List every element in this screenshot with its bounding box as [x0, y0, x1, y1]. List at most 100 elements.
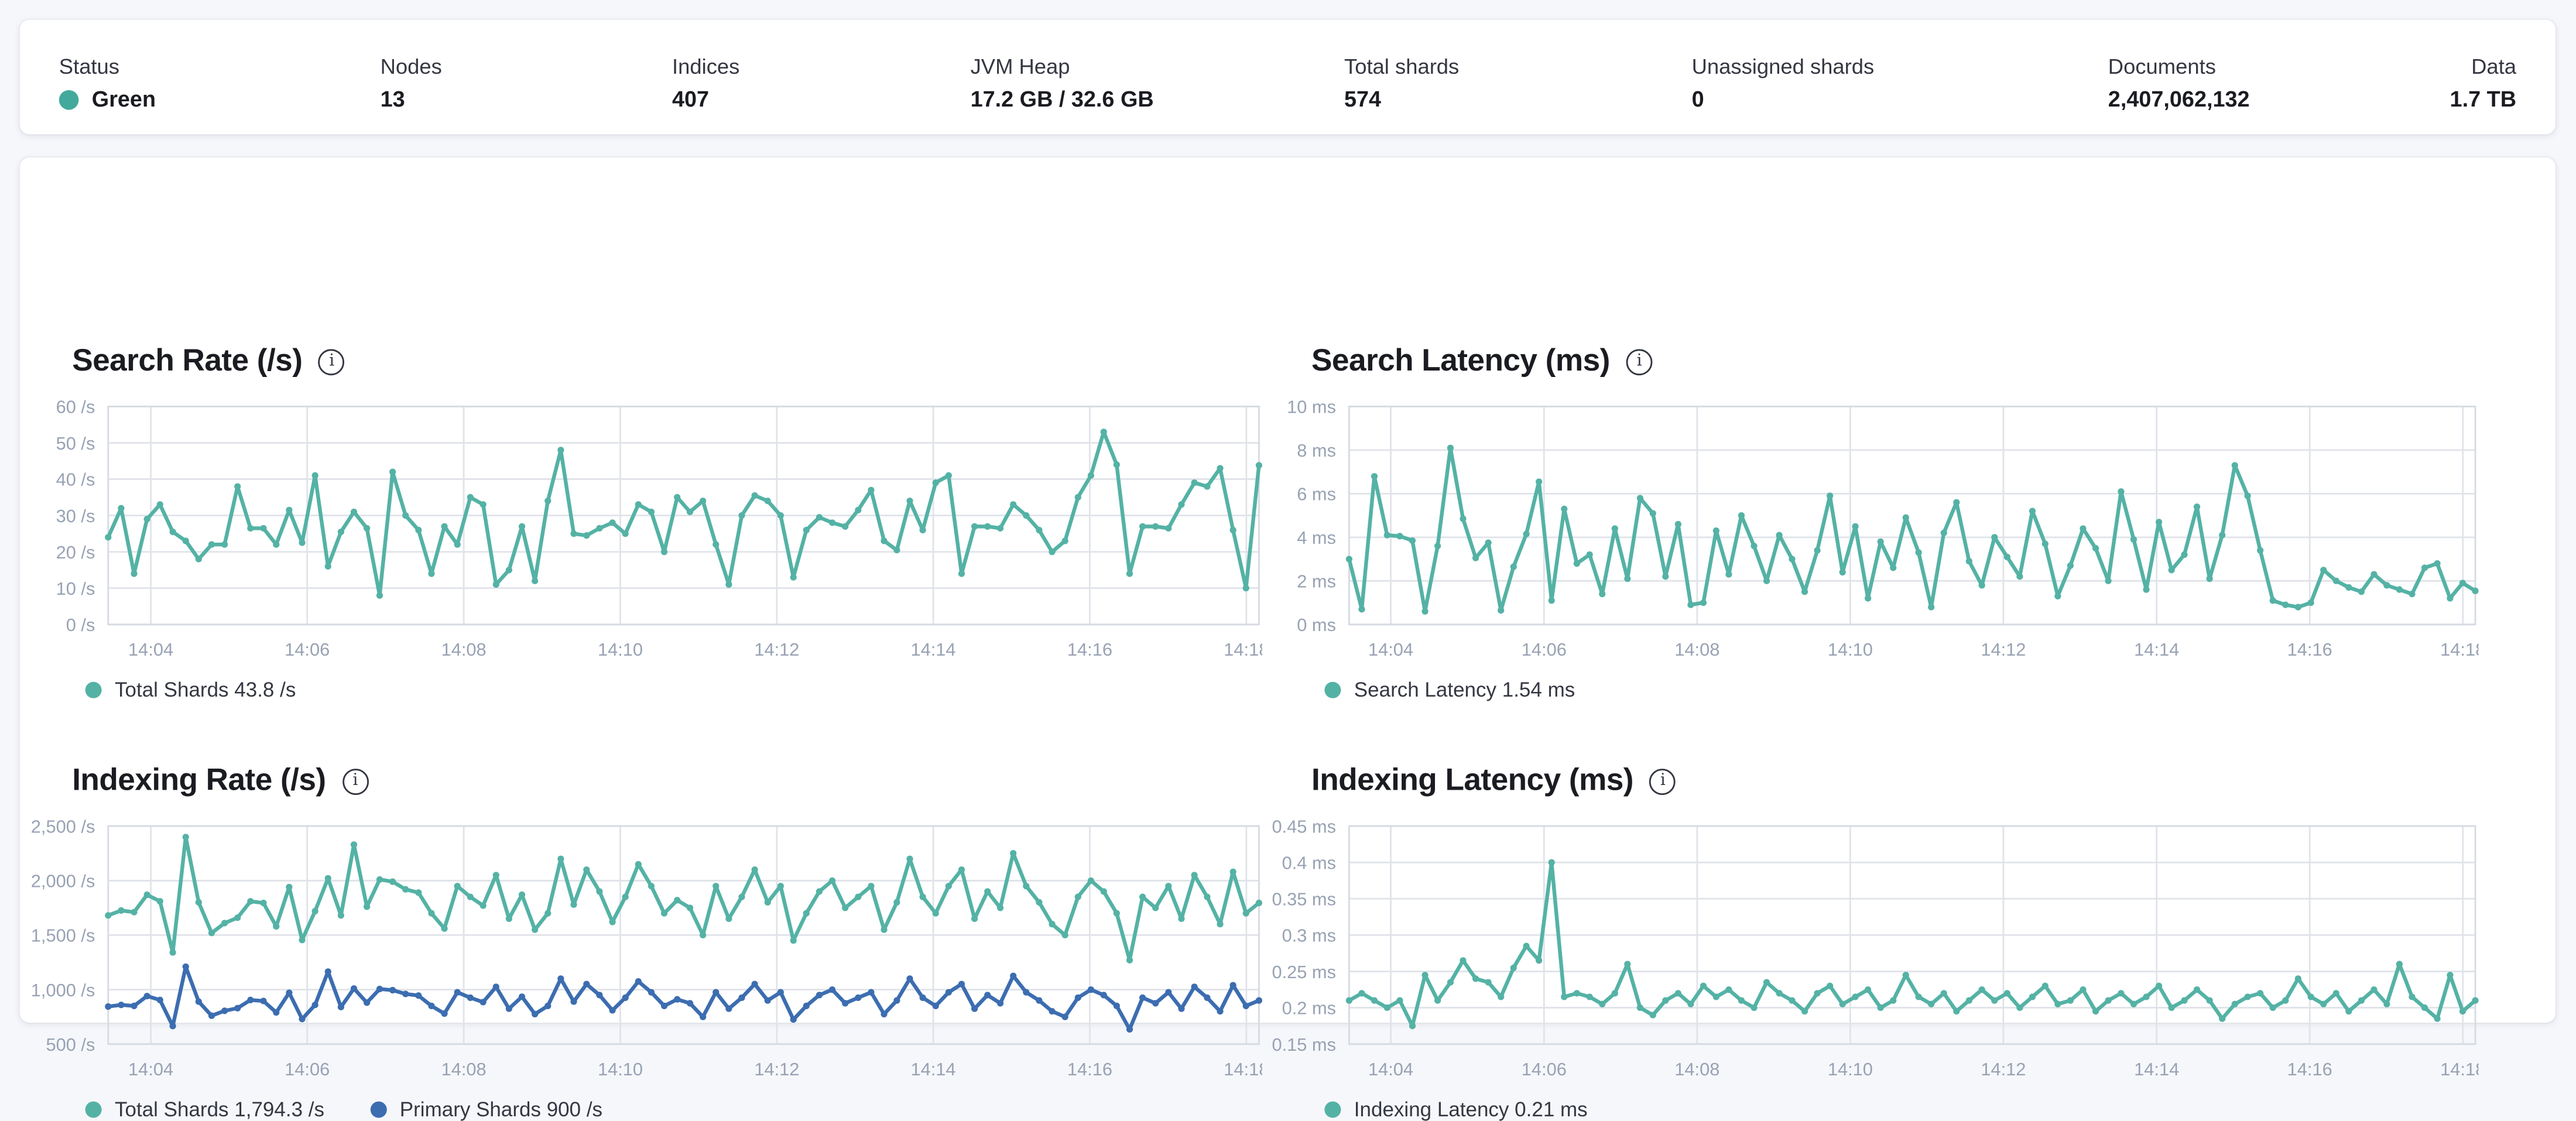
series-marker [1074, 493, 1081, 501]
chart-canvas[interactable]: 60 /s 50 /s 40 /s 30 /s 20 /s 10 /s 0 /s 14:04 1… [23, 397, 1262, 669]
legend-item[interactable]: Total Shards 43.8 /s [85, 678, 296, 701]
series-marker [2434, 1015, 2441, 1022]
series-marker [143, 516, 150, 523]
x-tick-label: 14:04 [128, 639, 173, 660]
series-marker [1548, 597, 1555, 604]
chart-canvas[interactable]: 2,500 /s 2,000 /s 1,500 /s 1,000 /s 500 /s 14… [23, 816, 1262, 1088]
series-marker [842, 1000, 849, 1007]
legend-item[interactable]: Primary Shards 900 /s [370, 1098, 602, 1121]
x-tick-label: 14:18 [2440, 1059, 2478, 1079]
chart-canvas[interactable]: 0.45 ms 0.4 ms 0.35 ms 0.3 ms 0.25 ms 0.2 ms 0… [1262, 816, 2479, 1088]
y-tick-label: 0.25 ms [1272, 962, 1336, 982]
series-marker [1839, 568, 1846, 576]
series-marker [1113, 461, 1120, 468]
series-marker [1126, 1026, 1133, 1033]
y-tick-label: 0.15 ms [1272, 1034, 1336, 1055]
series-marker [932, 1002, 939, 1009]
x-tick-label: 14:06 [1522, 1059, 1567, 1079]
series-marker [389, 878, 396, 885]
cluster-stats-bar: Status Green Nodes 13 Indices 407 JVM He… [19, 19, 2556, 135]
series-marker [855, 994, 862, 1001]
series-marker [1801, 1008, 1808, 1015]
series-marker [1358, 990, 1365, 997]
legend-item[interactable]: Search Latency 1.54 ms [1324, 678, 1575, 701]
series-marker [2307, 993, 2314, 1000]
x-tick-label: 14:08 [441, 639, 487, 660]
legend-item[interactable]: Indexing Latency 0.21 ms [1324, 1098, 1588, 1121]
series-marker [2383, 1000, 2390, 1007]
info-icon[interactable]: i [1626, 349, 1653, 376]
series-marker [1928, 604, 1935, 611]
x-tick-label: 14:18 [1224, 639, 1262, 660]
series-marker [364, 524, 371, 532]
series-marker [984, 523, 991, 530]
series-marker [1915, 549, 1922, 556]
series-marker [1649, 1012, 1656, 1019]
series-marker [868, 989, 875, 996]
series-marker [350, 841, 358, 848]
info-icon[interactable]: i [318, 349, 345, 376]
series-marker [648, 508, 655, 516]
series-marker [1010, 850, 1017, 857]
series-marker [532, 926, 539, 933]
series-marker [454, 989, 461, 996]
series-marker [1434, 997, 1441, 1004]
series-marker [816, 514, 823, 521]
series-marker [1152, 523, 1159, 530]
info-icon[interactable]: i [342, 769, 369, 795]
series-marker [1687, 1000, 1694, 1007]
legend-item[interactable]: Total Shards 1,794.3 /s [85, 1098, 324, 1121]
series-marker [1460, 957, 1467, 964]
series-marker [428, 1002, 435, 1009]
series-marker [337, 1003, 344, 1010]
x-tick-label: 14:10 [598, 1059, 643, 1079]
series-marker [1687, 601, 1694, 608]
series-marker [389, 468, 396, 475]
series-marker [105, 534, 112, 541]
series-marker [1801, 588, 1808, 595]
series-marker [1814, 990, 1821, 997]
series-marker [660, 910, 668, 917]
series-marker [2383, 582, 2390, 589]
series-marker [1061, 1013, 1068, 1020]
series-marker [1255, 997, 1262, 1004]
metrics-panel: Search Rate (/s) i 60 /s 50 /s 40 /s 30 /s 2… [19, 157, 2556, 1121]
series-marker [479, 999, 487, 1006]
series-marker [1358, 606, 1365, 613]
chart-indexing-rate: Indexing Rate (/s) i 2,500 /s 2,000 /s 1,5… [23, 760, 1262, 1121]
stat-label: JVM Heap [970, 54, 1070, 79]
series-marker [208, 541, 215, 548]
series-marker [2016, 573, 2023, 580]
stat-value: 1.7 TB [2450, 87, 2516, 112]
series-marker [984, 992, 991, 999]
series-marker [2472, 997, 2479, 1004]
x-tick-label: 14:12 [1981, 1059, 2026, 1079]
y-tick-label: 0 /s [66, 615, 95, 635]
series-marker [1087, 877, 1094, 885]
series-marker [700, 498, 707, 505]
stat-indices: Indices 407 [672, 54, 739, 111]
series-marker [570, 901, 577, 908]
chart-canvas[interactable]: 10 ms 8 ms 6 ms 4 ms 2 ms 0 ms 14:04 14:06 14:08… [1262, 397, 2479, 669]
series-marker [622, 893, 629, 900]
series-marker [1023, 989, 1030, 996]
series-marker [1763, 577, 1770, 584]
series-marker [350, 985, 358, 992]
series-marker [1940, 990, 1947, 997]
series-marker [1472, 554, 1479, 561]
series-marker [2181, 551, 2188, 558]
series-marker [971, 523, 978, 530]
series-marker [2244, 492, 2251, 499]
series-marker [247, 524, 254, 532]
series-marker [932, 479, 939, 486]
series-marker [221, 920, 228, 927]
chart-title: Indexing Rate (/s) [72, 763, 326, 798]
series-marker [2105, 577, 2112, 584]
series-marker [1890, 997, 1897, 1004]
x-tick-label: 14:16 [1067, 1059, 1112, 1079]
series-marker [764, 899, 771, 906]
info-icon[interactable]: i [1649, 769, 1676, 795]
series-marker [2421, 564, 2428, 571]
series-marker [1191, 872, 1198, 879]
series-marker [906, 975, 913, 982]
